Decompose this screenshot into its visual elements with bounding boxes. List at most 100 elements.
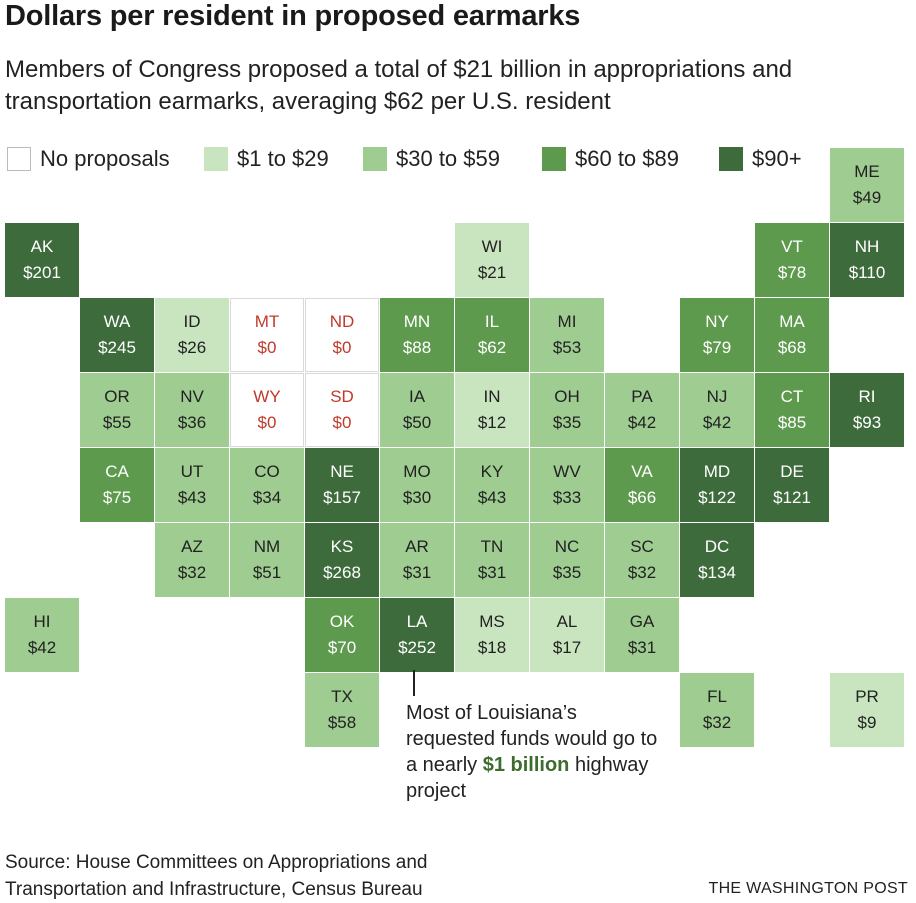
state-abbr: HI <box>33 612 51 631</box>
publisher-credit: THE WASHINGTON POST <box>708 880 908 897</box>
state-abbr: NE <box>330 462 354 481</box>
state-abbr: SC <box>630 537 654 556</box>
state-value: $32 <box>702 713 732 732</box>
legend-item: $30 to $59 <box>363 146 500 172</box>
state-abbr: MN <box>403 312 431 331</box>
source-note: Source: House Committees on Appropriatio… <box>5 852 428 900</box>
state-tile-co: CO $34 <box>230 448 304 522</box>
state-abbr: AL <box>556 612 578 631</box>
state-value: $85 <box>777 413 807 432</box>
map-title: Dollars per resident in proposed earmark… <box>5 0 581 32</box>
state-tile-ga: GA $31 <box>605 598 679 672</box>
state-tile-vt: VT $78 <box>755 223 829 297</box>
state-tile-tx: TX $58 <box>305 673 379 747</box>
state-value: $201 <box>23 263 61 282</box>
state-abbr: AR <box>405 537 429 556</box>
state-tile-pr: PR $9 <box>830 673 904 747</box>
legend-item: No proposals <box>7 146 170 172</box>
state-tile-mi: MI $53 <box>530 298 604 372</box>
state-value: $79 <box>702 338 732 357</box>
state-tile-al: AL $17 <box>530 598 604 672</box>
state-tile-nc: NC $35 <box>530 523 604 597</box>
state-abbr: KY <box>480 462 504 481</box>
state-tile-ny: NY $79 <box>680 298 754 372</box>
state-tile-ak: AK $201 <box>5 223 79 297</box>
state-value: $49 <box>852 188 882 207</box>
state-abbr: FL <box>707 687 727 706</box>
state-value: $35 <box>552 563 582 582</box>
state-value: $134 <box>698 563 736 582</box>
state-value: $36 <box>177 413 207 432</box>
state-value: $32 <box>177 563 207 582</box>
state-tile-oh: OH $35 <box>530 373 604 447</box>
state-abbr: DE <box>780 462 804 481</box>
state-abbr: IL <box>484 312 500 331</box>
state-abbr: ME <box>854 162 880 181</box>
state-value: $268 <box>323 563 361 582</box>
state-value: $110 <box>848 263 886 282</box>
legend-swatch <box>542 147 566 171</box>
state-abbr: AK <box>30 237 54 256</box>
state-abbr: WI <box>481 237 503 256</box>
state-abbr: DC <box>704 537 730 556</box>
state-abbr: OH <box>554 387 580 406</box>
state-value: $62 <box>477 338 507 357</box>
state-abbr: VT <box>781 237 803 256</box>
state-value: $17 <box>552 638 582 657</box>
state-value: $68 <box>777 338 807 357</box>
legend-swatch <box>7 147 31 171</box>
annotation-text-end: highway project <box>406 754 654 802</box>
state-abbr: MS <box>479 612 505 631</box>
state-abbr: PR <box>855 687 879 706</box>
legend-label: $30 to $59 <box>396 146 500 171</box>
state-tile-nd: ND $0 <box>305 298 379 372</box>
state-abbr: NH <box>854 237 880 256</box>
state-tile-hi: HI $42 <box>5 598 79 672</box>
state-abbr: KS <box>330 537 354 556</box>
state-value: $50 <box>402 413 432 432</box>
state-tile-wy: WY $0 <box>230 373 304 447</box>
state-abbr: ID <box>183 312 201 331</box>
state-abbr: GA <box>629 612 655 631</box>
state-abbr: MD <box>703 462 731 481</box>
state-tile-ma: MA $68 <box>755 298 829 372</box>
annotation-emphasis: $1 billion <box>482 754 570 776</box>
state-value: $245 <box>98 338 136 357</box>
state-tile-la: LA $252 <box>380 598 454 672</box>
state-abbr: NY <box>705 312 729 331</box>
state-tile-il: IL $62 <box>455 298 529 372</box>
state-tile-mn: MN $88 <box>380 298 454 372</box>
state-tile-sd: SD $0 <box>305 373 379 447</box>
state-value: $21 <box>477 263 507 282</box>
legend-item: $60 to $89 <box>542 146 679 172</box>
state-abbr: NV <box>180 387 204 406</box>
state-abbr: NM <box>253 537 281 556</box>
state-value: $88 <box>402 338 432 357</box>
state-abbr: TX <box>331 687 353 706</box>
state-tile-ri: RI $93 <box>830 373 904 447</box>
state-abbr: ND <box>329 312 355 331</box>
state-value: $0 <box>332 413 352 432</box>
state-tile-dc: DC $134 <box>680 523 754 597</box>
state-abbr: MO <box>403 462 431 481</box>
state-abbr: MI <box>557 312 577 331</box>
annotation-text: Most of Louisiana’s requested funds woul… <box>406 702 663 776</box>
state-abbr: OK <box>329 612 355 631</box>
state-value: $93 <box>852 413 882 432</box>
state-tile-ar: AR $31 <box>380 523 454 597</box>
state-abbr: LA <box>406 612 428 631</box>
state-tile-fl: FL $32 <box>680 673 754 747</box>
state-abbr: CA <box>105 462 129 481</box>
state-tile-ks: KS $268 <box>305 523 379 597</box>
state-tile-wv: WV $33 <box>530 448 604 522</box>
state-value: $66 <box>627 488 657 507</box>
legend-swatch <box>204 147 228 171</box>
state-value: $18 <box>477 638 507 657</box>
state-tile-nh: NH $110 <box>830 223 904 297</box>
state-abbr: WV <box>553 462 581 481</box>
louisiana-annotation: Most of Louisiana’s requested funds woul… <box>406 700 666 804</box>
state-abbr: WY <box>253 387 281 406</box>
state-tile-nv: NV $36 <box>155 373 229 447</box>
state-abbr: NC <box>554 537 580 556</box>
state-tile-ky: KY $43 <box>455 448 529 522</box>
